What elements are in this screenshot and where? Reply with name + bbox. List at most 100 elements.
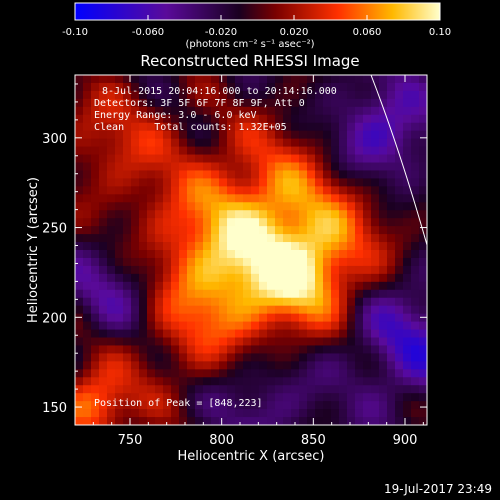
heatmap-cell	[139, 305, 148, 315]
heatmap-cell	[187, 82, 196, 92]
heatmap-cell	[195, 202, 204, 211]
heatmap-cell	[395, 202, 404, 211]
heatmap-cell	[347, 122, 356, 132]
heatmap-cell	[83, 130, 92, 140]
heatmap-cell	[411, 361, 420, 370]
heatmap-cell	[363, 75, 372, 84]
heatmap-cell	[227, 409, 236, 418]
heatmap-cell	[371, 257, 380, 267]
heatmap-cell	[203, 122, 212, 132]
heatmap-cell	[403, 265, 412, 275]
heatmap-cell	[283, 385, 292, 394]
heatmap-cell	[251, 75, 260, 84]
heatmap-cell	[299, 313, 308, 323]
heatmap-cell	[339, 321, 348, 331]
heatmap-cell	[131, 75, 140, 84]
heatmap-cell	[363, 385, 372, 394]
heatmap-cell	[267, 194, 276, 203]
heatmap-cell	[259, 265, 268, 275]
heatmap-cell	[323, 154, 332, 164]
heatmap-cell	[403, 226, 412, 235]
heatmap-cell	[371, 106, 380, 116]
heatmap-cell	[331, 393, 340, 402]
heatmap-cell	[115, 162, 124, 172]
heatmap-cell	[403, 329, 412, 339]
heatmap-cell	[355, 377, 364, 386]
heatmap-cell	[195, 353, 204, 362]
heatmap-cell	[227, 281, 236, 291]
heatmap-cell	[83, 186, 92, 195]
heatmap-cell	[107, 90, 116, 100]
heatmap-cell	[187, 393, 196, 402]
heatmap-cell	[379, 409, 388, 418]
heatmap-cell	[411, 257, 420, 267]
heatmap-cell	[323, 385, 332, 394]
heatmap-cell	[387, 329, 396, 339]
heatmap-cell	[219, 114, 228, 124]
heatmap-cell	[139, 377, 148, 386]
heatmap-cell	[347, 162, 356, 172]
heatmap-cell	[91, 154, 100, 164]
heatmap-cell	[155, 75, 164, 84]
heatmap-cell	[131, 130, 140, 140]
heatmap-cell	[195, 377, 204, 386]
heatmap-cell	[387, 130, 396, 140]
heatmap-cell	[203, 273, 212, 283]
heatmap-cell	[107, 273, 116, 283]
heatmap-cell	[107, 130, 116, 140]
heatmap-cell	[147, 106, 156, 116]
heatmap-cell	[275, 75, 284, 84]
heatmap-cell	[131, 337, 140, 347]
heatmap-cell	[339, 202, 348, 211]
heatmap-cell	[315, 369, 324, 378]
heatmap-cell	[363, 409, 372, 418]
heatmap-cell	[243, 98, 252, 108]
heatmap-cell	[187, 257, 196, 267]
heatmap-cell	[107, 401, 116, 410]
heatmap-cell	[363, 146, 372, 156]
heatmap-cell	[211, 146, 220, 156]
heatmap-cell	[347, 345, 356, 354]
heatmap-cell	[123, 178, 132, 187]
heatmap-cell	[227, 186, 236, 195]
heatmap-cell	[219, 417, 228, 425]
heatmap-cell	[355, 202, 364, 211]
heatmap-cell	[91, 321, 100, 331]
heatmap-cell	[139, 122, 148, 132]
heatmap-cell	[307, 321, 316, 331]
heatmap-cell	[179, 98, 188, 108]
heatmap-cell	[275, 289, 284, 299]
heatmap-cell	[211, 122, 220, 132]
heatmap-cell	[83, 417, 92, 425]
heatmap-cell	[371, 369, 380, 378]
heatmap-cell	[275, 138, 284, 148]
heatmap-cell	[283, 170, 292, 179]
heatmap-cell	[283, 297, 292, 307]
heatmap-cell	[363, 337, 372, 347]
heatmap-cell	[219, 186, 228, 195]
heatmap-cell	[203, 226, 212, 235]
heatmap-cell	[387, 82, 396, 92]
heatmap-cell	[99, 202, 108, 211]
heatmap-cell	[139, 361, 148, 370]
heatmap-cell	[147, 114, 156, 124]
heatmap-cell	[411, 409, 420, 418]
heatmap-cell	[363, 289, 372, 299]
heatmap-cell	[123, 154, 132, 164]
heatmap-cell	[203, 369, 212, 378]
heatmap-cell	[315, 98, 324, 108]
heatmap-cell	[107, 218, 116, 227]
heatmap-cell	[379, 82, 388, 92]
heatmap-cell	[147, 242, 156, 251]
heatmap-cell	[75, 305, 84, 315]
heatmap-cell	[315, 114, 324, 124]
heatmap-cell	[227, 313, 236, 323]
heatmap-cell	[363, 417, 372, 425]
heatmap-cell	[339, 281, 348, 291]
heatmap-cell	[227, 242, 236, 251]
heatmap-cell	[403, 242, 412, 251]
heatmap-cell	[107, 257, 116, 267]
heatmap-cell	[203, 194, 212, 203]
heatmap-cell	[75, 202, 84, 211]
heatmap-cell	[243, 289, 252, 299]
